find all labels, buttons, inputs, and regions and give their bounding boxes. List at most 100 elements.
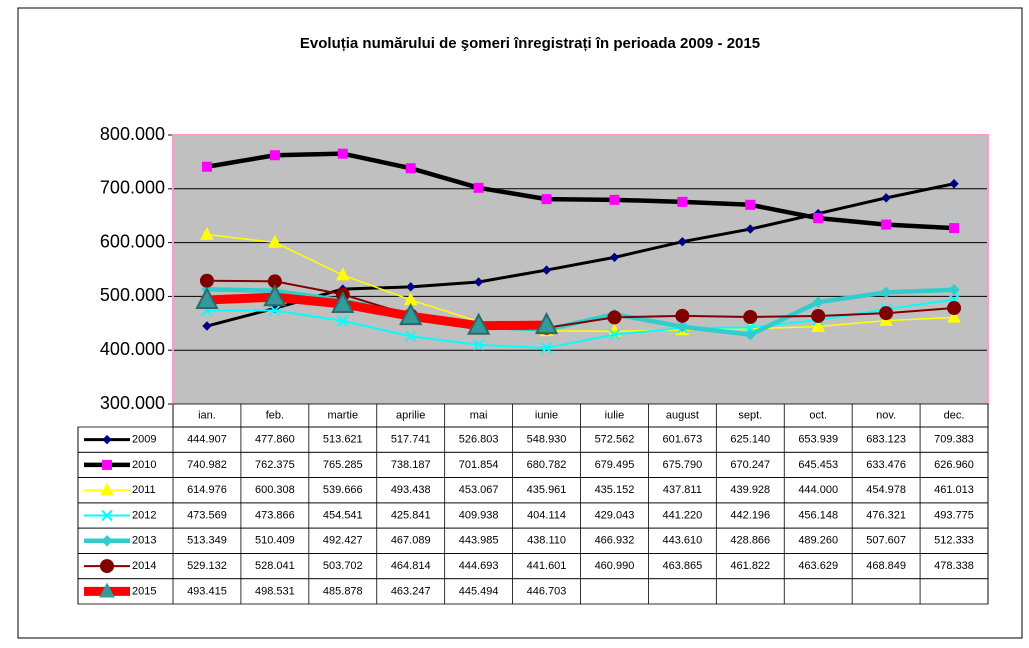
x-tick-label: oct.: [809, 409, 827, 421]
marker: [267, 274, 282, 289]
marker: [811, 318, 826, 332]
table-cell: 473.569: [187, 509, 227, 521]
marker: [947, 309, 961, 323]
marker: [473, 277, 484, 287]
table-cell: 468.849: [866, 560, 906, 572]
y-tick-label: 300.000: [100, 393, 165, 413]
x-tick-label: sept.: [738, 409, 762, 421]
table-cell: 510.409: [255, 535, 295, 547]
table-cell: 461.013: [934, 484, 974, 496]
marker: [608, 328, 621, 341]
series-line: [206, 151, 955, 231]
x-tick-label: ian.: [198, 409, 216, 421]
marker: [101, 509, 113, 522]
y-tick-label: 800.000: [100, 124, 165, 144]
x-tick-label: iulie: [605, 409, 625, 421]
lines: [195, 148, 962, 354]
table-cell: 460.990: [595, 560, 635, 572]
series-line: [206, 292, 547, 331]
table-cell: 507.607: [866, 535, 906, 547]
table-cell: 404.114: [527, 509, 566, 521]
x-tick-label: iunie: [535, 409, 558, 421]
marker: [949, 223, 960, 234]
table-cell: 463.629: [798, 560, 838, 572]
marker: [534, 311, 559, 335]
table-cell: 442.196: [730, 509, 770, 521]
marker: [331, 290, 355, 313]
table-cell: 463.247: [391, 585, 431, 597]
marker: [406, 282, 416, 292]
table-cell: 675.790: [662, 459, 702, 471]
table-cell: 513.621: [323, 434, 363, 446]
legend-label: 2011: [132, 484, 156, 496]
legend-label: 2015: [132, 585, 156, 597]
series-line: [206, 279, 955, 329]
marker: [405, 330, 417, 343]
marker: [102, 459, 112, 470]
marker: [879, 306, 894, 321]
table-cell: 548.930: [527, 434, 567, 446]
table-cell: 626.960: [934, 459, 974, 471]
table-cell: 600.308: [255, 484, 295, 496]
marker: [743, 309, 758, 324]
x-tick-label: dec.: [944, 409, 965, 421]
table-cell: 477.860: [255, 434, 295, 446]
table-cell: 476.321: [866, 509, 906, 521]
marker: [100, 482, 114, 496]
table-cell: 701.854: [459, 459, 499, 471]
table-cell: 492.427: [323, 535, 363, 547]
table-cell: 409.938: [459, 509, 499, 521]
table-cell: 740.982: [187, 459, 227, 471]
table-cell: 444.907: [187, 434, 227, 446]
table-cell: 539.666: [323, 484, 363, 496]
table-cell: 467.089: [391, 535, 431, 547]
marker: [200, 226, 214, 240]
table-cell: 625.140: [730, 434, 770, 446]
marker: [881, 219, 892, 230]
marker: [337, 148, 348, 159]
table-cell: 529.132: [187, 560, 227, 572]
marker: [811, 308, 826, 323]
marker: [473, 182, 484, 193]
data-table: ian. feb. martie aprilie mai iunie iulie august…: [77, 403, 989, 605]
marker: [195, 286, 219, 309]
marker: [812, 296, 824, 308]
marker: [269, 150, 280, 161]
marker: [335, 267, 350, 281]
table-cell: 709.383: [934, 434, 974, 446]
table-cell: 444.693: [459, 560, 499, 572]
table-cell: 425.841: [391, 509, 431, 521]
table-cell: 429.043: [595, 509, 635, 521]
table-cell: 528.041: [255, 560, 295, 572]
marker: [540, 342, 553, 354]
x-tick-label: nov.: [876, 409, 896, 421]
marker: [99, 582, 115, 598]
table-cell: 441.601: [527, 560, 567, 572]
table-cell: 679.495: [595, 459, 635, 471]
y-tick-label: 500.000: [100, 285, 165, 305]
table-cell: 443.610: [662, 535, 702, 547]
table-cell: 435.152: [595, 484, 635, 496]
series-line: [206, 233, 955, 333]
table-cell: 441.220: [662, 509, 702, 521]
table-cell: 463.865: [662, 560, 702, 572]
marker: [541, 194, 552, 205]
marker: [399, 303, 423, 326]
table-cell: 680.782: [527, 459, 567, 471]
table-cell: 461.822: [730, 560, 770, 572]
table-cell: 456.148: [798, 509, 838, 521]
marker: [100, 559, 114, 574]
marker: [337, 315, 349, 327]
plot-area: [173, 135, 988, 404]
table-cell: 512.333: [934, 535, 974, 547]
table-cell: 435.961: [527, 484, 567, 496]
x-tick-label: aprilie: [396, 409, 425, 421]
table-cell: 473.866: [255, 509, 295, 521]
table-cell: 738.187: [391, 459, 431, 471]
table-cell: 485.878: [323, 585, 363, 597]
y-tick-label: 400.000: [100, 339, 165, 359]
table-cell: 464.814: [391, 560, 431, 572]
marker: [405, 163, 416, 174]
x-tick-label: august: [666, 409, 699, 421]
marker: [263, 284, 287, 307]
